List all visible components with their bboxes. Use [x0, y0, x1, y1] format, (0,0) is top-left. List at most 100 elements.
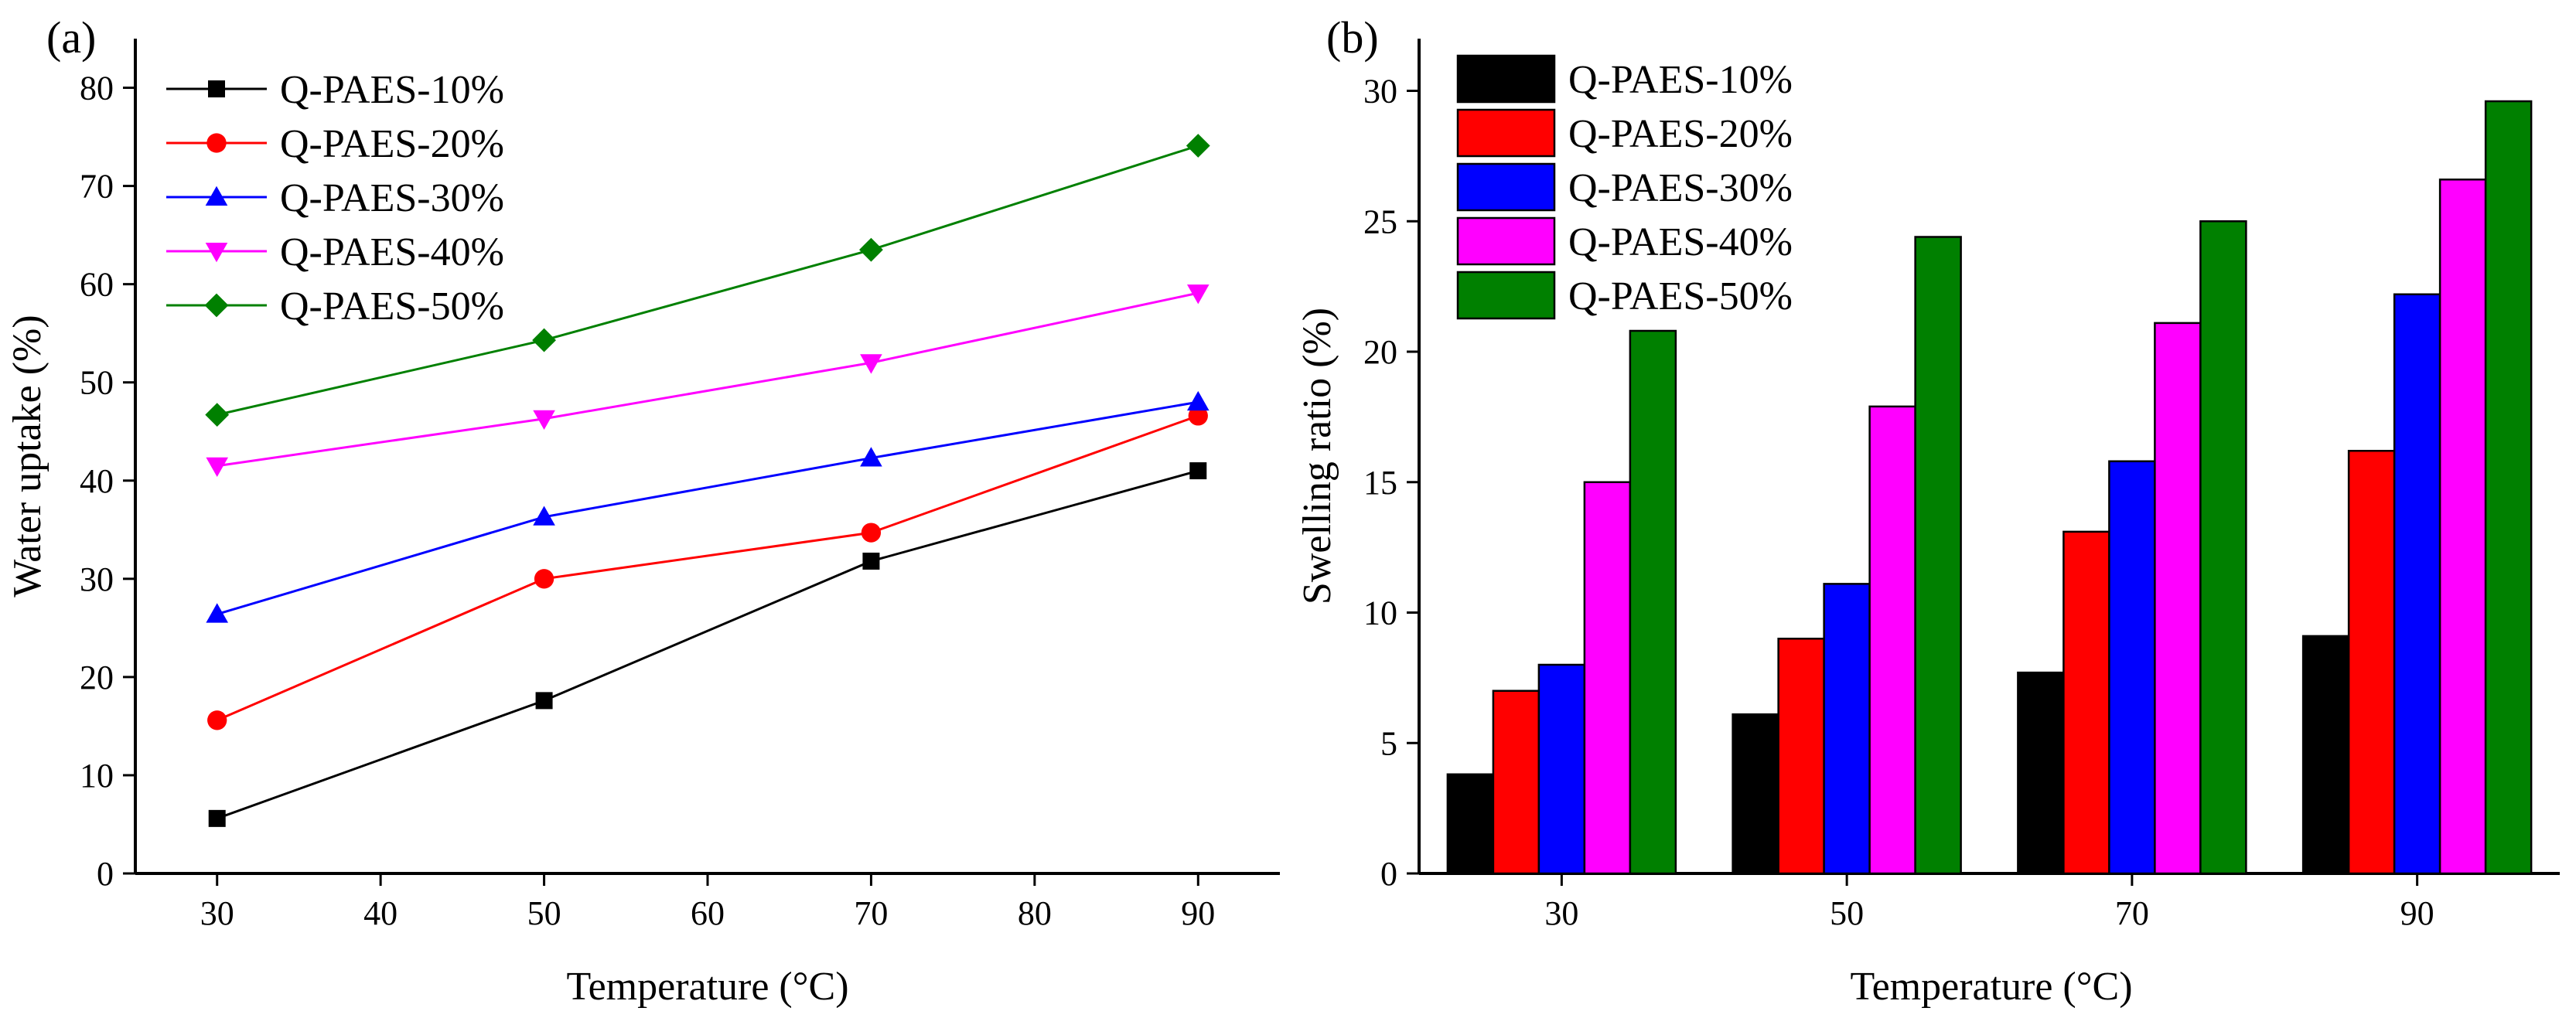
panel-a-x-ticks: 30 40 50 60 70 80 90: [200, 873, 1215, 932]
series-line: [217, 469, 1199, 820]
legend-swatch: [1456, 216, 1556, 266]
panel-a-label: (a): [46, 12, 96, 63]
data-point: [535, 692, 553, 710]
bar: [2017, 671, 2065, 875]
legend-label: Q-PAES-20%: [280, 122, 504, 166]
legend-item-q-paes-40: Q-PAES-40%: [166, 230, 504, 274]
y-tick-label: 30: [1363, 73, 1397, 111]
legend-label: Q-PAES-40%: [280, 230, 504, 274]
series-line: [217, 414, 1199, 722]
y-tick-label: 15: [1363, 464, 1397, 502]
series-q-paes-20: [207, 406, 1208, 730]
legend-swatch: [1456, 162, 1556, 212]
panel-a-y-axis-label: Water uptake (%): [5, 315, 49, 597]
legend-label: Q-PAES-50%: [280, 284, 504, 329]
legend-item-q-paes-40: Q-PAES-40%: [1456, 216, 1793, 266]
y-tick-label: 25: [1363, 203, 1397, 240]
legend-label: Q-PAES-10%: [1568, 58, 1793, 102]
series-line: [217, 400, 1199, 616]
y-tick-label: 20: [1363, 333, 1397, 371]
x-tick-label: 30: [1544, 894, 1578, 932]
y-tick-label: 20: [80, 659, 114, 696]
data-point: [1186, 134, 1210, 158]
panel-a-legend: Q-PAES-10% Q-PAES-20% Q-PAES-30% Q-PAES-40%…: [166, 68, 504, 329]
series-line: [217, 145, 1199, 417]
y-tick-label: 0: [97, 855, 114, 893]
bar: [1446, 773, 1495, 875]
data-point: [208, 809, 226, 827]
panel-b-x-axis-label: Temperature (°C): [1850, 965, 2132, 1009]
legend-item-q-paes-50: Q-PAES-50%: [1456, 271, 1793, 320]
bar: [1868, 405, 1916, 875]
y-tick-label: 10: [80, 757, 114, 795]
bar: [2301, 635, 2350, 875]
legend-item-q-paes-30: Q-PAES-30%: [166, 176, 504, 220]
y-tick-label: 30: [80, 560, 114, 598]
series-q-paes-50: [205, 134, 1210, 427]
legend-label: Q-PAES-10%: [280, 68, 504, 112]
x-tick-label: 60: [691, 894, 725, 932]
data-point: [1186, 284, 1210, 305]
series-line: [217, 291, 1199, 468]
bar: [1492, 689, 1540, 875]
data-point: [532, 328, 556, 352]
bar: [2108, 460, 2156, 875]
bar: [2438, 179, 2487, 875]
bar: [2154, 322, 2202, 875]
data-point: [207, 710, 227, 730]
series-q-paes-40: [206, 284, 1210, 478]
panel-b-bar-chart: (b) 0 5 10 15 20 25 30 30 50 70 90 Temperature (°…: [1295, 12, 2560, 1009]
bar: [1732, 713, 1779, 875]
bar: [1777, 638, 1825, 875]
bar: [2347, 450, 2396, 875]
series-q-paes-30: [206, 390, 1210, 623]
y-tick-label: 50: [80, 364, 114, 402]
legend-marker: [208, 80, 225, 97]
y-tick-label: 60: [80, 266, 114, 304]
data-point: [859, 237, 883, 262]
x-tick-label: 90: [2400, 894, 2434, 932]
legend-marker: [204, 293, 229, 318]
x-tick-label: 80: [1018, 894, 1052, 932]
x-tick-label: 30: [200, 894, 234, 932]
y-tick-label: 5: [1380, 724, 1397, 762]
panel-a-x-axis-label: Temperature (°C): [566, 965, 848, 1009]
x-tick-label: 40: [363, 894, 397, 932]
legend-label: Q-PAES-30%: [280, 176, 504, 220]
legend-label: Q-PAES-20%: [1568, 112, 1793, 156]
y-tick-label: 70: [80, 168, 114, 206]
bar: [1823, 583, 1871, 875]
bar: [1629, 329, 1677, 875]
series-q-paes-10: [208, 462, 1207, 827]
y-tick-label: 10: [1363, 594, 1397, 632]
panel-b-label: (b): [1326, 12, 1379, 63]
series-q-paes-50: [1629, 100, 2533, 875]
data-point: [861, 523, 882, 543]
panel-a-y-ticks: 0 10 20 30 40 50 60 70 80: [80, 70, 135, 893]
data-point: [533, 506, 555, 526]
bar: [2393, 293, 2441, 875]
x-tick-label: 50: [1830, 894, 1864, 932]
series-q-paes-40: [1583, 179, 2487, 875]
panel-b-x-ticks: 30 50 70 90: [1544, 873, 2434, 932]
legend-label: Q-PAES-30%: [1568, 166, 1793, 210]
legend-marker: [206, 133, 227, 153]
x-tick-label: 70: [854, 894, 888, 932]
data-point: [1188, 406, 1208, 426]
bar: [2063, 530, 2110, 875]
legend-marker: [205, 186, 228, 206]
legend-swatch: [1456, 108, 1556, 158]
data-point: [206, 457, 229, 478]
bar: [2199, 220, 2247, 875]
y-tick-label: 80: [80, 70, 114, 107]
legend-item-q-paes-10: Q-PAES-10%: [1456, 54, 1793, 104]
legend-item-q-paes-20: Q-PAES-20%: [166, 122, 504, 166]
panel-b-bars: [1446, 100, 2533, 875]
legend-label: Q-PAES-50%: [1568, 274, 1793, 318]
data-point: [533, 410, 555, 431]
bar: [1914, 236, 1962, 875]
legend-item-q-paes-20: Q-PAES-20%: [1456, 108, 1793, 158]
legend-swatch: [1456, 271, 1556, 320]
legend-item-q-paes-50: Q-PAES-50%: [166, 284, 504, 329]
